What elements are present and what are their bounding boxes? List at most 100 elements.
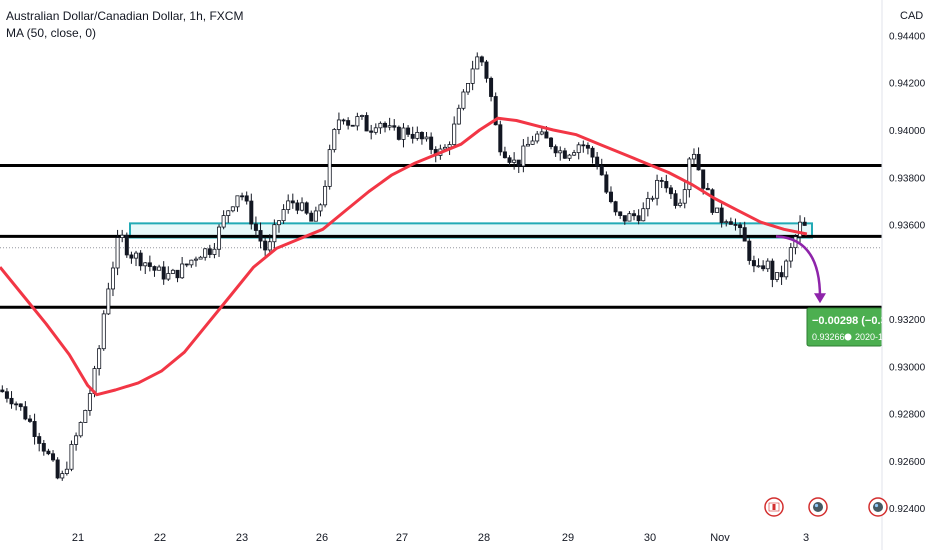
- candle[interactable]: [581, 144, 586, 147]
- candle[interactable]: [613, 201, 618, 213]
- candle[interactable]: [558, 150, 563, 154]
- candle[interactable]: [710, 189, 715, 213]
- candle[interactable]: [452, 123, 457, 145]
- candle[interactable]: [78, 422, 83, 437]
- candle[interactable]: [152, 266, 157, 271]
- candle[interactable]: [226, 210, 231, 216]
- candle[interactable]: [406, 127, 411, 135]
- candle[interactable]: [765, 260, 770, 270]
- candle[interactable]: [74, 435, 79, 445]
- candle[interactable]: [770, 260, 775, 280]
- candle[interactable]: [170, 269, 175, 274]
- candle[interactable]: [724, 221, 729, 224]
- candle[interactable]: [530, 140, 535, 145]
- candle[interactable]: [157, 266, 162, 271]
- candle[interactable]: [106, 288, 111, 315]
- candle[interactable]: [761, 265, 766, 270]
- candle[interactable]: [290, 200, 295, 204]
- candle[interactable]: [0, 389, 5, 393]
- candle[interactable]: [97, 348, 102, 369]
- candle[interactable]: [525, 143, 530, 147]
- candle[interactable]: [572, 152, 577, 156]
- candle[interactable]: [207, 248, 212, 255]
- candle[interactable]: [240, 195, 245, 198]
- candle[interactable]: [332, 129, 337, 151]
- candle[interactable]: [774, 272, 779, 280]
- candle[interactable]: [604, 174, 609, 193]
- candle[interactable]: [221, 215, 226, 228]
- candle[interactable]: [184, 263, 189, 266]
- candle[interactable]: [489, 77, 494, 97]
- candle[interactable]: [779, 272, 784, 278]
- candle[interactable]: [696, 153, 701, 171]
- candle[interactable]: [166, 273, 171, 280]
- candle[interactable]: [87, 393, 92, 411]
- candle[interactable]: [396, 126, 401, 140]
- candle[interactable]: [691, 153, 696, 160]
- candle[interactable]: [143, 262, 148, 267]
- candle[interactable]: [461, 91, 466, 109]
- candle[interactable]: [539, 131, 544, 135]
- candle[interactable]: [14, 403, 19, 406]
- candle[interactable]: [355, 116, 360, 127]
- candle[interactable]: [392, 125, 397, 128]
- candle[interactable]: [69, 444, 74, 470]
- candle[interactable]: [645, 198, 650, 210]
- candle[interactable]: [493, 96, 498, 126]
- candle[interactable]: [4, 391, 9, 399]
- candle[interactable]: [129, 254, 134, 259]
- candle[interactable]: [784, 260, 789, 278]
- candle[interactable]: [267, 241, 272, 251]
- candle[interactable]: [41, 443, 46, 452]
- candle[interactable]: [46, 450, 51, 455]
- candle[interactable]: [217, 226, 222, 250]
- candle[interactable]: [327, 149, 332, 187]
- candle[interactable]: [484, 61, 489, 79]
- candle[interactable]: [733, 224, 738, 226]
- candle[interactable]: [346, 120, 351, 126]
- candle[interactable]: [263, 240, 268, 251]
- candle[interactable]: [295, 202, 300, 211]
- candle[interactable]: [590, 147, 595, 158]
- indicator-label[interactable]: MA (50, close, 0): [6, 26, 97, 40]
- candle[interactable]: [147, 262, 152, 267]
- candle[interactable]: [553, 146, 558, 154]
- candle[interactable]: [687, 158, 692, 191]
- candle[interactable]: [193, 258, 198, 261]
- candle[interactable]: [549, 137, 554, 148]
- candle[interactable]: [466, 83, 471, 93]
- candle[interactable]: [134, 252, 139, 259]
- candle[interactable]: [138, 252, 143, 267]
- candle[interactable]: [595, 156, 600, 167]
- candle[interactable]: [383, 122, 388, 128]
- candle[interactable]: [728, 221, 733, 225]
- candle[interactable]: [636, 215, 641, 222]
- candle[interactable]: [429, 136, 434, 150]
- candle[interactable]: [180, 263, 185, 279]
- candle[interactable]: [659, 179, 664, 182]
- candle[interactable]: [300, 202, 305, 211]
- candle[interactable]: [622, 215, 627, 222]
- candle[interactable]: [401, 127, 406, 140]
- candle[interactable]: [120, 234, 125, 239]
- candle[interactable]: [632, 213, 637, 217]
- candle[interactable]: [715, 207, 720, 213]
- candle[interactable]: [507, 157, 512, 163]
- candle[interactable]: [544, 131, 549, 139]
- candle[interactable]: [281, 209, 286, 222]
- projection-arrow[interactable]: [775, 235, 822, 298]
- candle[interactable]: [585, 144, 590, 149]
- candle[interactable]: [673, 193, 678, 206]
- candle[interactable]: [742, 227, 747, 242]
- candle[interactable]: [373, 127, 378, 133]
- candle[interactable]: [83, 410, 88, 423]
- candle[interactable]: [249, 200, 254, 225]
- candle[interactable]: [535, 133, 540, 142]
- candle[interactable]: [419, 131, 424, 140]
- candle[interactable]: [336, 119, 341, 130]
- candle[interactable]: [410, 133, 415, 139]
- candle[interactable]: [60, 473, 65, 479]
- candle[interactable]: [664, 181, 669, 189]
- candle[interactable]: [442, 146, 447, 150]
